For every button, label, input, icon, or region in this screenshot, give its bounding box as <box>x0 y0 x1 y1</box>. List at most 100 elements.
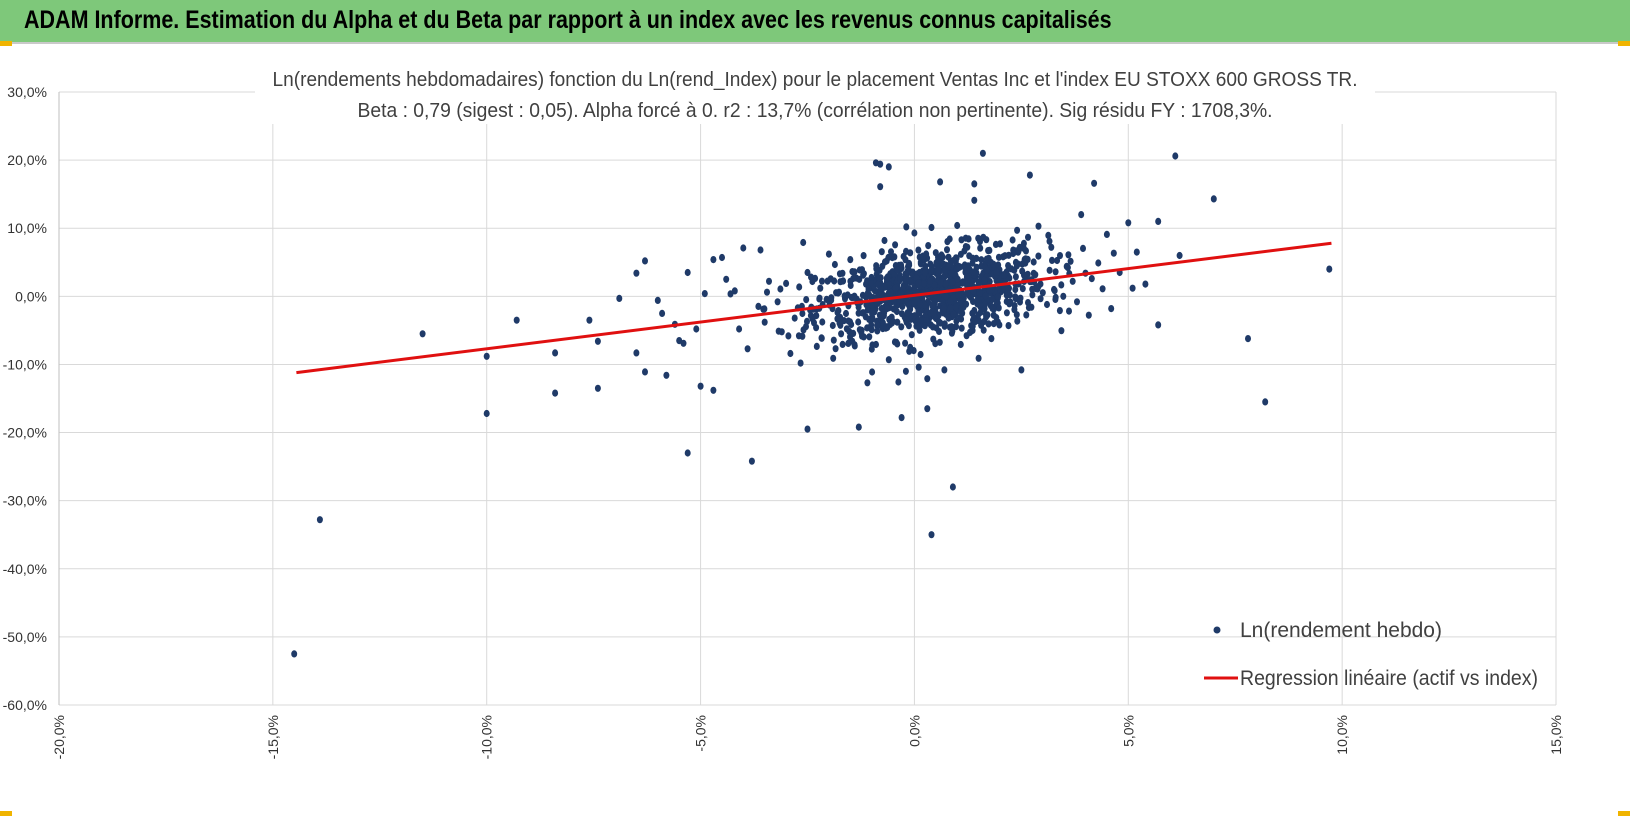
scatter-point <box>1103 230 1110 238</box>
scatter-point <box>800 238 807 247</box>
scatter-point <box>866 333 873 341</box>
scatter-point <box>915 246 922 254</box>
scatter-point <box>817 284 824 292</box>
scatter-point <box>962 243 969 251</box>
scatter-point <box>748 457 755 465</box>
scatter-point <box>1074 298 1080 306</box>
scatter-point <box>981 276 988 284</box>
scatter-point <box>877 183 884 191</box>
scatter-point <box>710 386 717 394</box>
scatter-point <box>915 316 922 324</box>
gridlines <box>58 91 1557 706</box>
scatter-point <box>808 273 814 281</box>
scatter-point <box>995 304 1002 312</box>
legend-marker-dot <box>1213 626 1221 634</box>
scatter-point <box>1032 271 1039 279</box>
scatter-point <box>960 278 966 286</box>
scatter-point <box>860 309 867 317</box>
scatter-point <box>1245 335 1251 343</box>
scatter-point <box>1017 298 1023 306</box>
scatter-point <box>804 425 811 433</box>
scatter-point <box>911 229 918 237</box>
scatter-point <box>915 279 922 287</box>
scatter-point <box>920 252 926 260</box>
scatter-point <box>1058 327 1065 335</box>
scatter-point <box>937 279 944 287</box>
scatter-point <box>1125 219 1132 227</box>
scatter-point <box>963 300 970 308</box>
scatter-point <box>1262 398 1269 406</box>
scatter-point <box>892 284 899 292</box>
scatter-point <box>851 341 858 349</box>
scatter-point <box>890 317 896 326</box>
scatter-point <box>1095 259 1102 267</box>
scatter-point <box>879 262 886 270</box>
scatter-point <box>1016 243 1023 251</box>
scatter-point <box>755 302 762 310</box>
scatter-point <box>874 280 881 288</box>
scatter-point <box>830 336 837 344</box>
scatter-point <box>969 254 976 262</box>
scatter-point <box>1029 291 1036 299</box>
scatter-point <box>984 311 991 319</box>
scatter-point <box>889 254 896 262</box>
scatter-point <box>483 352 490 360</box>
scatter-point <box>884 304 891 313</box>
scatter-point <box>993 268 1000 276</box>
scatter-point <box>1172 152 1179 160</box>
scatter-point <box>916 323 923 331</box>
corner-marker-top-right <box>1618 41 1630 46</box>
scatter-point <box>982 301 988 309</box>
scatter-point <box>1014 226 1021 234</box>
scatter-point <box>1069 277 1076 285</box>
scatter-point <box>1035 252 1042 260</box>
scatter-point <box>920 280 927 288</box>
scatter-point <box>1085 311 1092 319</box>
scatter-point <box>777 285 784 293</box>
scatter-point <box>948 329 955 337</box>
scatter-point <box>963 273 970 281</box>
scatter-point <box>868 273 875 282</box>
scatter-point <box>856 266 863 274</box>
scatter-point <box>594 384 601 392</box>
scatter-point <box>731 287 738 295</box>
scatter-point <box>943 280 949 288</box>
scatter-point <box>813 312 820 320</box>
scatter-point <box>906 259 913 268</box>
scatter-point <box>892 241 899 249</box>
scatter-point <box>845 317 852 325</box>
scatter-point <box>1064 264 1071 272</box>
scatter-point <box>911 312 918 320</box>
chart-title-background <box>255 64 1375 124</box>
scatter-point <box>990 260 997 268</box>
scatter-point <box>783 279 790 287</box>
scatter-point <box>1067 257 1074 265</box>
scatter-point <box>947 297 954 306</box>
scatter-point <box>1056 307 1063 315</box>
scatter-point <box>898 323 905 331</box>
scatter-point <box>952 303 959 311</box>
scatter-point <box>945 253 952 261</box>
scatter-point <box>823 295 830 303</box>
regression-line <box>296 241 1332 375</box>
scatter-point <box>838 330 845 338</box>
scatter-point <box>928 223 935 232</box>
chart-title-line-2: Beta : 0,79 (sigest : 0,05). Alpha forcé… <box>358 100 1273 122</box>
scatter-point <box>813 342 820 350</box>
scatter-point <box>989 304 996 313</box>
scatter-point <box>927 260 934 268</box>
scatter-point <box>876 274 883 282</box>
scatter-point <box>995 253 1002 261</box>
scatter-point <box>1037 295 1044 303</box>
scatter-point <box>950 310 957 318</box>
scatter-point <box>795 332 802 340</box>
scatter-point <box>594 337 601 345</box>
scatter-point <box>970 297 976 306</box>
scatter-point <box>917 300 924 308</box>
scatter-point <box>986 246 993 254</box>
scatter-point <box>419 330 426 338</box>
scatter-point <box>971 180 978 188</box>
scatter-point <box>941 366 948 374</box>
scatter-point <box>971 196 978 204</box>
scatter-chart: Ln(rendements hebdomadaires) fonction du… <box>3 64 1564 759</box>
